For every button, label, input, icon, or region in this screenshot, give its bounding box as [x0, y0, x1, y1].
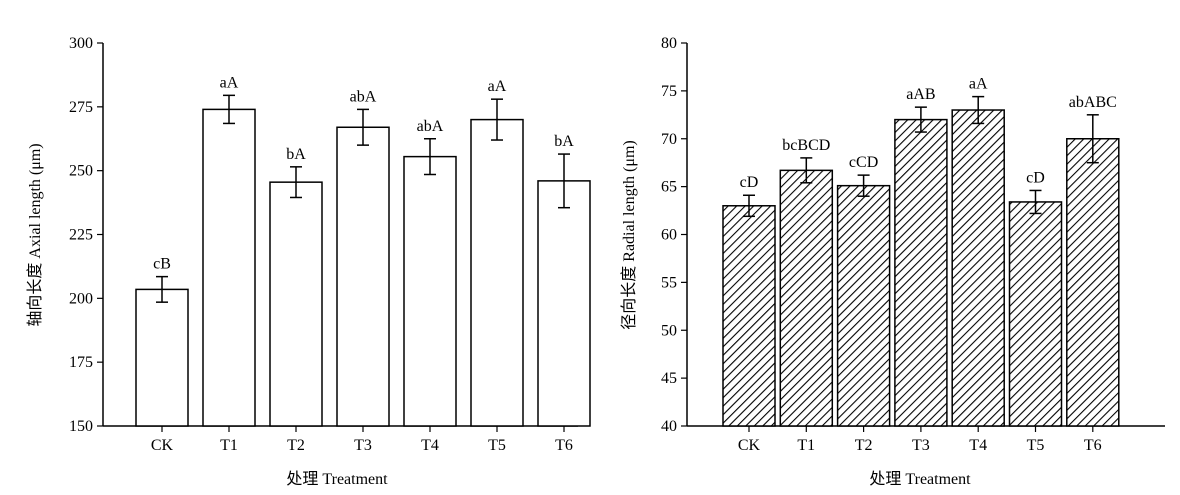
- y-tick-label: 150: [69, 418, 93, 435]
- x-tick-label: T2: [855, 437, 873, 454]
- y-tick-label: 225: [69, 227, 93, 244]
- bar: [269, 181, 323, 427]
- y-tick-label: 275: [69, 99, 93, 116]
- bar: [202, 108, 256, 427]
- y-tick-label: 50: [661, 322, 677, 339]
- significance-label: cD: [740, 174, 759, 191]
- significance-label: bA: [554, 133, 574, 150]
- significance-label: cD: [1026, 169, 1045, 186]
- significance-label: bA: [286, 146, 306, 163]
- significance-label: aAB: [906, 86, 935, 103]
- significance-label: cB: [153, 256, 171, 273]
- plot-area: 150 175 200 225 250 275 300 CK cB T1 aA T2 bA T3 abA T4…: [69, 35, 591, 454]
- significance-label: aA: [488, 78, 507, 95]
- significance-label: aA: [969, 76, 988, 93]
- y-tick-label: 200: [69, 290, 93, 307]
- y-tick-label: 80: [661, 35, 677, 52]
- x-axis-title: 处理 Treatment: [286, 470, 388, 488]
- x-tick-label: T6: [555, 437, 573, 454]
- significance-label: bcBCD: [782, 137, 830, 154]
- x-tick-label: T1: [797, 437, 815, 454]
- bar: [836, 184, 891, 427]
- x-tick-label: T3: [912, 437, 930, 454]
- significance-label: aA: [220, 74, 239, 91]
- y-axis-title: 径向长度 Radial length (μm): [620, 140, 638, 329]
- y-tick-label: 250: [69, 163, 93, 180]
- x-tick-label: T6: [1084, 437, 1102, 454]
- bar: [537, 180, 591, 427]
- significance-label: abABC: [1069, 94, 1117, 111]
- plot-area: 40 45 50 55 60 65 70 75 80 CK cD T1 bcBCD T2 cCD T3 aAB T…: [661, 35, 1165, 454]
- y-tick-label: 65: [661, 179, 677, 196]
- bar: [951, 109, 1005, 427]
- y-tick-label: 40: [661, 418, 677, 435]
- y-tick-label: 70: [661, 131, 677, 148]
- significance-label: abA: [350, 88, 377, 105]
- y-tick-label: 175: [69, 354, 93, 371]
- x-tick-label: T1: [220, 437, 238, 454]
- y-tick-label: 300: [69, 35, 93, 52]
- bar: [722, 205, 776, 427]
- x-tick-label: T5: [488, 437, 506, 454]
- bar: [403, 155, 457, 427]
- x-tick-label: CK: [151, 437, 174, 454]
- y-axis-title: 轴向长度 Axial length (μm): [26, 143, 44, 326]
- x-tick-label: CK: [738, 437, 761, 454]
- x-tick-label: T3: [354, 437, 372, 454]
- x-axis-title: 处理 Treatment: [869, 470, 971, 488]
- bar: [470, 118, 524, 427]
- bar: [1008, 201, 1063, 427]
- significance-label: abA: [417, 118, 444, 135]
- bar: [1066, 138, 1120, 427]
- y-tick-label: 75: [661, 83, 677, 100]
- x-tick-label: T4: [969, 437, 987, 454]
- axial-length-chart: 轴向长度 Axial length (μm) 处理 Treatment 1501…: [26, 35, 591, 488]
- radial-length-chart: 径向长度 Radial length (μm) 处理 Treatment 404…: [620, 35, 1165, 488]
- y-tick-label: 60: [661, 227, 677, 244]
- x-tick-label: T4: [421, 437, 439, 454]
- significance-label: cCD: [849, 154, 878, 171]
- x-tick-label: T2: [287, 437, 305, 454]
- bar: [336, 126, 390, 427]
- y-tick-label: 45: [661, 370, 677, 387]
- x-tick-label: T5: [1027, 437, 1045, 454]
- y-tick-label: 55: [661, 274, 677, 291]
- bar: [135, 288, 189, 427]
- bar: [779, 169, 834, 427]
- bar: [894, 118, 948, 427]
